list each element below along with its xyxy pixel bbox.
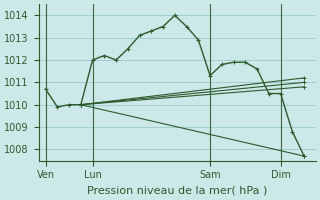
- X-axis label: Pression niveau de la mer( hPa ): Pression niveau de la mer( hPa ): [87, 186, 268, 196]
